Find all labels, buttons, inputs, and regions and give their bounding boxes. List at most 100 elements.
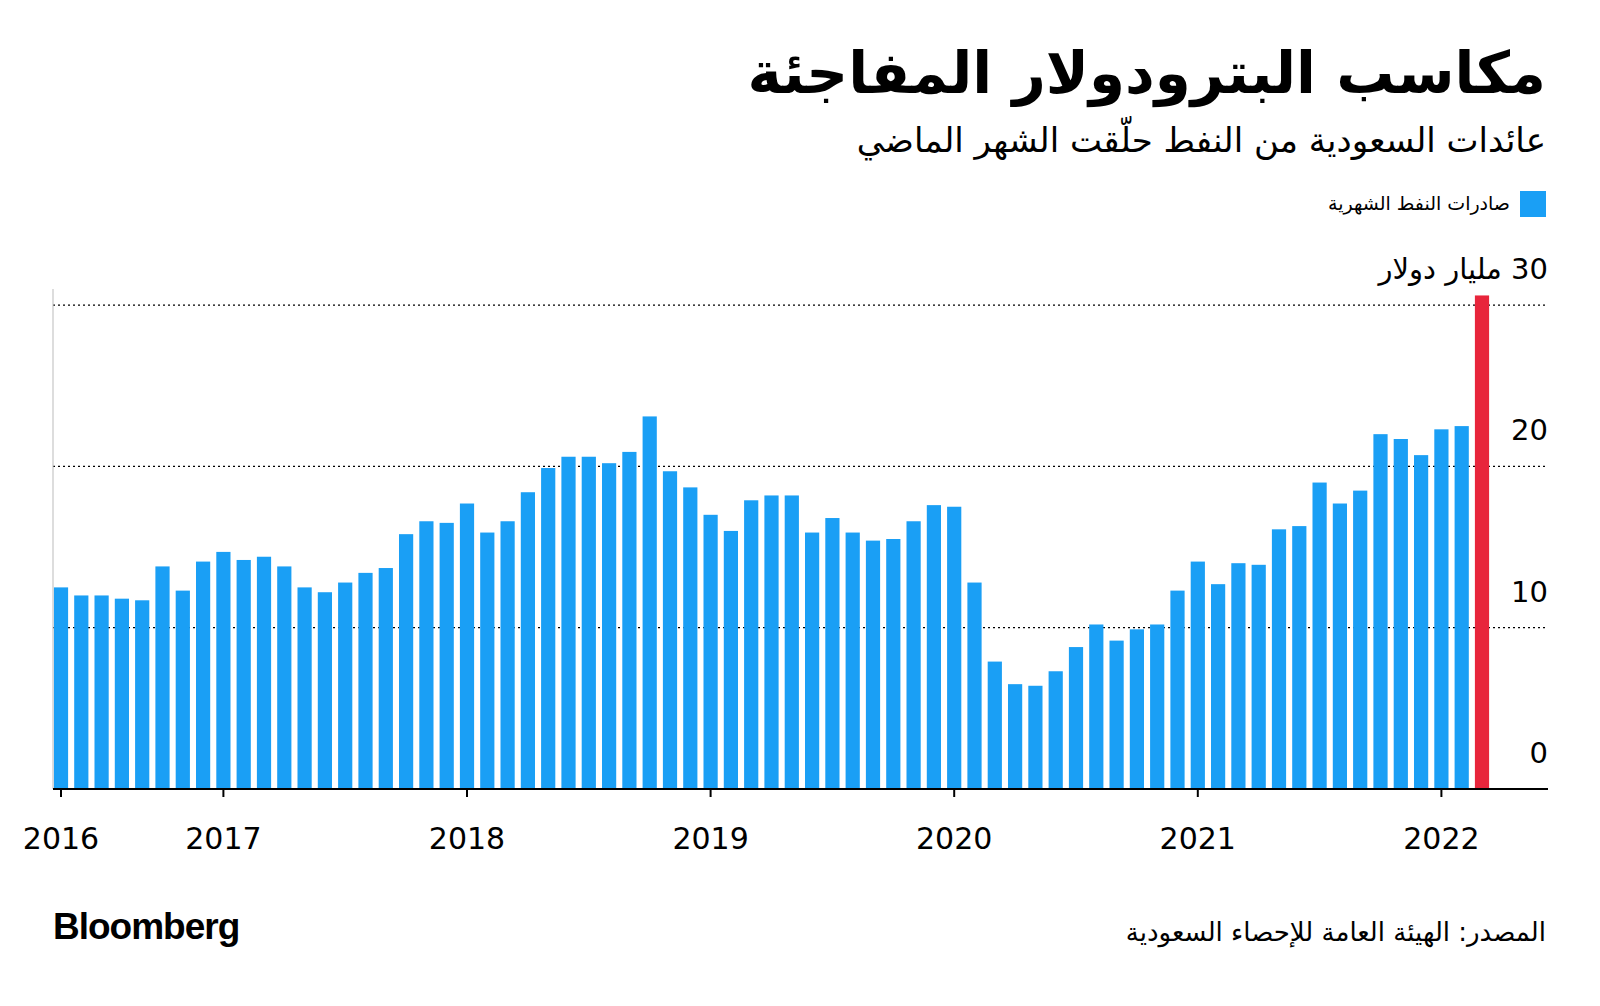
bar bbox=[237, 560, 251, 789]
bar bbox=[1109, 641, 1123, 789]
bar bbox=[115, 599, 129, 789]
x-tick-label: 2021 bbox=[1098, 821, 1298, 857]
bar bbox=[683, 487, 697, 789]
bar bbox=[764, 495, 778, 789]
bar bbox=[541, 468, 555, 789]
bar bbox=[1292, 526, 1306, 789]
bar bbox=[967, 583, 981, 789]
bar bbox=[866, 541, 880, 789]
bar bbox=[460, 504, 474, 789]
bar bbox=[379, 568, 393, 789]
bar bbox=[663, 471, 677, 789]
bar bbox=[1170, 591, 1184, 789]
bar bbox=[440, 523, 454, 789]
y-tick-label: 10 bbox=[1511, 575, 1548, 609]
x-axis-line bbox=[53, 788, 1548, 790]
bar bbox=[643, 416, 657, 789]
subtitle: عائدات السعودية من النفط حلّقت الشهر الم… bbox=[857, 118, 1546, 162]
x-tick-label: 2020 bbox=[854, 821, 1054, 857]
x-tick bbox=[953, 789, 955, 797]
bar bbox=[358, 573, 372, 789]
bar bbox=[419, 521, 433, 789]
bar bbox=[582, 457, 596, 789]
bar bbox=[1455, 426, 1469, 789]
bar bbox=[1231, 563, 1245, 789]
bar bbox=[297, 587, 311, 789]
bar bbox=[703, 515, 717, 789]
logo: Bloomberg bbox=[53, 905, 239, 949]
chart-root: مكاسب البترودولار المفاجئة عائدات السعودي… bbox=[0, 0, 1600, 1006]
bar bbox=[257, 557, 271, 789]
y-tick-label: 20 bbox=[1511, 413, 1548, 447]
bar bbox=[1394, 439, 1408, 789]
legend-label: صادرات النفط الشهرية bbox=[1328, 190, 1510, 216]
bar bbox=[1211, 584, 1225, 789]
bar bbox=[318, 592, 332, 789]
x-tick-label: 2018 bbox=[367, 821, 567, 857]
bar bbox=[54, 587, 68, 789]
bar bbox=[988, 662, 1002, 789]
bar bbox=[1312, 483, 1326, 789]
bar bbox=[1130, 629, 1144, 789]
bar bbox=[846, 533, 860, 789]
legend-swatch bbox=[1520, 191, 1546, 217]
x-tick bbox=[1440, 789, 1442, 797]
bar bbox=[74, 595, 88, 789]
bar bbox=[906, 521, 920, 789]
bar bbox=[1272, 529, 1286, 789]
source: المصدر: الهيئة العامة للإحصاء السعودية bbox=[1126, 915, 1546, 949]
bar bbox=[521, 492, 535, 789]
bar bbox=[1008, 684, 1022, 789]
bar bbox=[196, 562, 210, 789]
bar bbox=[338, 583, 352, 789]
x-tick-label: 2016 bbox=[0, 821, 161, 857]
bar bbox=[1475, 295, 1489, 789]
x-tick bbox=[60, 789, 62, 797]
x-tick bbox=[222, 789, 224, 797]
x-tick-label: 2019 bbox=[611, 821, 811, 857]
x-tick-label: 2017 bbox=[123, 821, 323, 857]
bar bbox=[1150, 624, 1164, 789]
x-tick-label: 2022 bbox=[1341, 821, 1541, 857]
bar bbox=[399, 534, 413, 789]
y-tick-label: 0 bbox=[1530, 736, 1548, 770]
bar bbox=[622, 452, 636, 789]
bar bbox=[277, 566, 291, 789]
bar bbox=[1191, 562, 1205, 789]
bar bbox=[135, 600, 149, 789]
bar bbox=[1434, 429, 1448, 789]
x-tick bbox=[710, 789, 712, 797]
bar bbox=[947, 507, 961, 789]
bar bbox=[785, 495, 799, 789]
bar bbox=[1373, 434, 1387, 789]
bar bbox=[155, 566, 169, 789]
bar bbox=[1252, 565, 1266, 789]
bar bbox=[1414, 455, 1428, 789]
bar bbox=[561, 457, 575, 789]
y-axis-line bbox=[53, 289, 54, 789]
bar bbox=[886, 539, 900, 789]
x-tick bbox=[1197, 789, 1199, 797]
bar bbox=[724, 531, 738, 789]
bar bbox=[1028, 686, 1042, 789]
bar bbox=[1089, 624, 1103, 789]
grid-line bbox=[53, 466, 1548, 467]
bar bbox=[1333, 504, 1347, 789]
bar bbox=[825, 518, 839, 789]
bar bbox=[94, 595, 108, 789]
bar bbox=[500, 521, 514, 789]
bar bbox=[1049, 671, 1063, 789]
title: مكاسب البترودولار المفاجئة bbox=[748, 38, 1547, 108]
x-tick bbox=[466, 789, 468, 797]
bar bbox=[176, 591, 190, 789]
bar bbox=[216, 552, 230, 789]
bar bbox=[480, 533, 494, 789]
grid-line bbox=[53, 304, 1548, 305]
bar bbox=[602, 463, 616, 789]
bar bbox=[805, 533, 819, 789]
y-tick-label: 30 مليار دولار bbox=[1378, 252, 1548, 286]
bar bbox=[1069, 647, 1083, 789]
bar bbox=[1353, 491, 1367, 789]
bar bbox=[744, 500, 758, 789]
bar bbox=[927, 505, 941, 789]
